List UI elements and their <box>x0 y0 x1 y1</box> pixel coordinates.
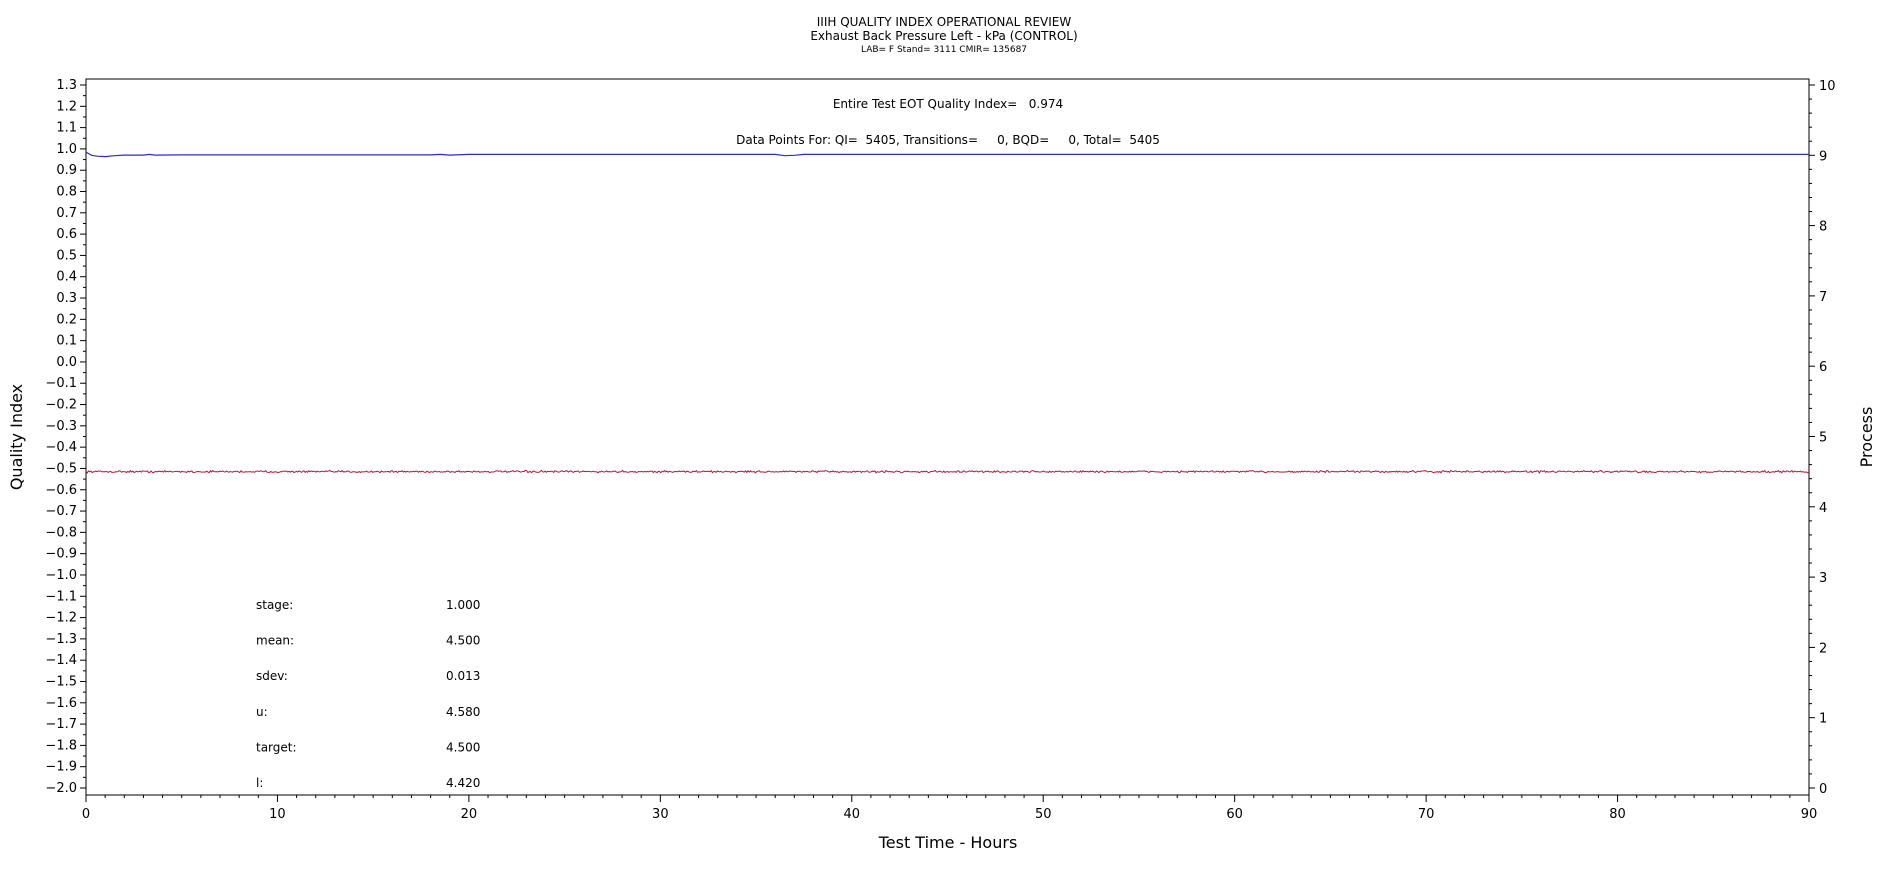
eot-quality-index-annotation: Entire Test EOT Quality Index= 0.974 <box>833 97 1063 111</box>
right-tick-label: 6 <box>1819 360 1827 375</box>
right-tick-label: 10 <box>1819 79 1836 94</box>
stat-value: 0.013 <box>446 669 480 683</box>
stat-value: 4.580 <box>446 705 480 719</box>
stat-label: stage: <box>256 598 293 612</box>
left-tick-label: −0.2 <box>45 398 77 413</box>
left-tick-label: −0.9 <box>45 547 77 562</box>
chart-subtitle-2: LAB= F Stand= 3111 CMIR= 135687 <box>861 45 1027 55</box>
x-tick-label: 0 <box>82 807 90 822</box>
left-tick-label: −1.8 <box>45 738 77 753</box>
stat-value: 4.500 <box>446 740 480 754</box>
stat-label: sdev: <box>256 669 288 683</box>
left-tick-label: −0.8 <box>45 525 77 540</box>
stat-value: 1.000 <box>446 598 480 612</box>
left-tick-label: −0.4 <box>45 440 77 455</box>
plot-frame <box>85 78 1810 796</box>
left-tick-label: 0.7 <box>56 206 77 221</box>
left-tick-label: −1.5 <box>45 674 77 689</box>
stat-value: 4.500 <box>446 634 480 648</box>
stat-label: u: <box>256 705 268 719</box>
x-axis-ticks: 0 10 20 30 40 50 60 70 80 90 <box>82 795 1817 822</box>
stat-value: 4.420 <box>446 776 480 790</box>
x-tick-label: 10 <box>269 807 286 822</box>
left-tick-label: 1.1 <box>56 121 77 136</box>
x-tick-label: 70 <box>1418 807 1435 822</box>
stat-label: l: <box>256 776 263 790</box>
right-tick-label: 1 <box>1819 712 1827 727</box>
right-tick-label: 5 <box>1819 431 1827 446</box>
y-axis-left-label: Quality Index <box>7 384 26 490</box>
left-tick-label: −0.3 <box>45 419 77 434</box>
left-tick-label: −2.0 <box>45 781 77 796</box>
right-tick-label: 2 <box>1819 641 1827 656</box>
data-points-annotation: Data Points For: QI= 5405, Transitions= … <box>736 133 1160 147</box>
left-tick-label: 0.6 <box>56 227 77 242</box>
right-tick-label: 7 <box>1819 290 1827 305</box>
stat-label: target: <box>256 740 297 754</box>
left-tick-label: −1.1 <box>45 589 77 604</box>
left-tick-label: 1.0 <box>56 142 77 157</box>
chart-title: IIIH QUALITY INDEX OPERATIONAL REVIEW <box>817 15 1072 29</box>
right-tick-label: 0 <box>1819 782 1827 797</box>
left-tick-label: 0.1 <box>56 334 77 349</box>
quality-index-series-line <box>85 151 1809 158</box>
left-tick-label: 1.2 <box>56 99 77 114</box>
left-tick-label: 0.9 <box>56 163 77 178</box>
x-tick-label: 40 <box>844 807 861 822</box>
left-tick-label: 0.3 <box>56 291 77 306</box>
left-tick-label: −1.0 <box>45 568 77 583</box>
right-tick-label: 4 <box>1819 501 1827 516</box>
chart-subtitle: Exhaust Back Pressure Left - kPa (CONTRO… <box>810 29 1077 43</box>
x-axis-label: Test Time - Hours <box>878 833 1018 852</box>
stats-panel: stage: 1.000 mean: 4.500 sdev: 0.013 u: 4.580 ta… <box>256 598 480 790</box>
left-tick-label: 0.0 <box>56 355 77 370</box>
left-tick-label: −1.3 <box>45 632 77 647</box>
x-tick-label: 30 <box>652 807 669 822</box>
left-tick-label: −0.5 <box>45 461 77 476</box>
x-tick-label: 20 <box>461 807 478 822</box>
left-tick-label: −0.6 <box>45 483 77 498</box>
left-tick-label: −1.4 <box>45 653 77 668</box>
left-tick-label: 1.3 <box>56 78 77 93</box>
left-tick-label: −0.7 <box>45 504 77 519</box>
left-tick-label: −1.9 <box>45 760 77 775</box>
left-axis-ticks: 1.3 1.2 1.1 1.0 0.9 0.8 0.7 0.6 0.5 0.4 0.3 0.2 0.1 0… <box>45 78 86 796</box>
x-tick-label: 50 <box>1035 807 1052 822</box>
left-tick-label: −1.2 <box>45 611 77 626</box>
left-tick-label: 0.4 <box>56 270 77 285</box>
process-series-line <box>85 469 1810 474</box>
left-tick-label: 0.5 <box>56 248 77 263</box>
left-tick-label: −1.7 <box>45 717 77 732</box>
x-tick-label: 80 <box>1609 807 1626 822</box>
right-tick-label: 9 <box>1819 149 1827 164</box>
right-tick-label: 8 <box>1819 220 1827 235</box>
x-tick-label: 60 <box>1226 807 1243 822</box>
y-axis-right-label: Process <box>1857 407 1876 468</box>
left-tick-label: −0.1 <box>45 376 77 391</box>
x-tick-label: 90 <box>1801 807 1818 822</box>
left-tick-label: 0.8 <box>56 185 77 200</box>
left-tick-label: −1.6 <box>45 696 77 711</box>
right-tick-label: 3 <box>1819 571 1827 586</box>
stat-label: mean: <box>256 634 294 648</box>
left-tick-label: 0.2 <box>56 312 77 327</box>
